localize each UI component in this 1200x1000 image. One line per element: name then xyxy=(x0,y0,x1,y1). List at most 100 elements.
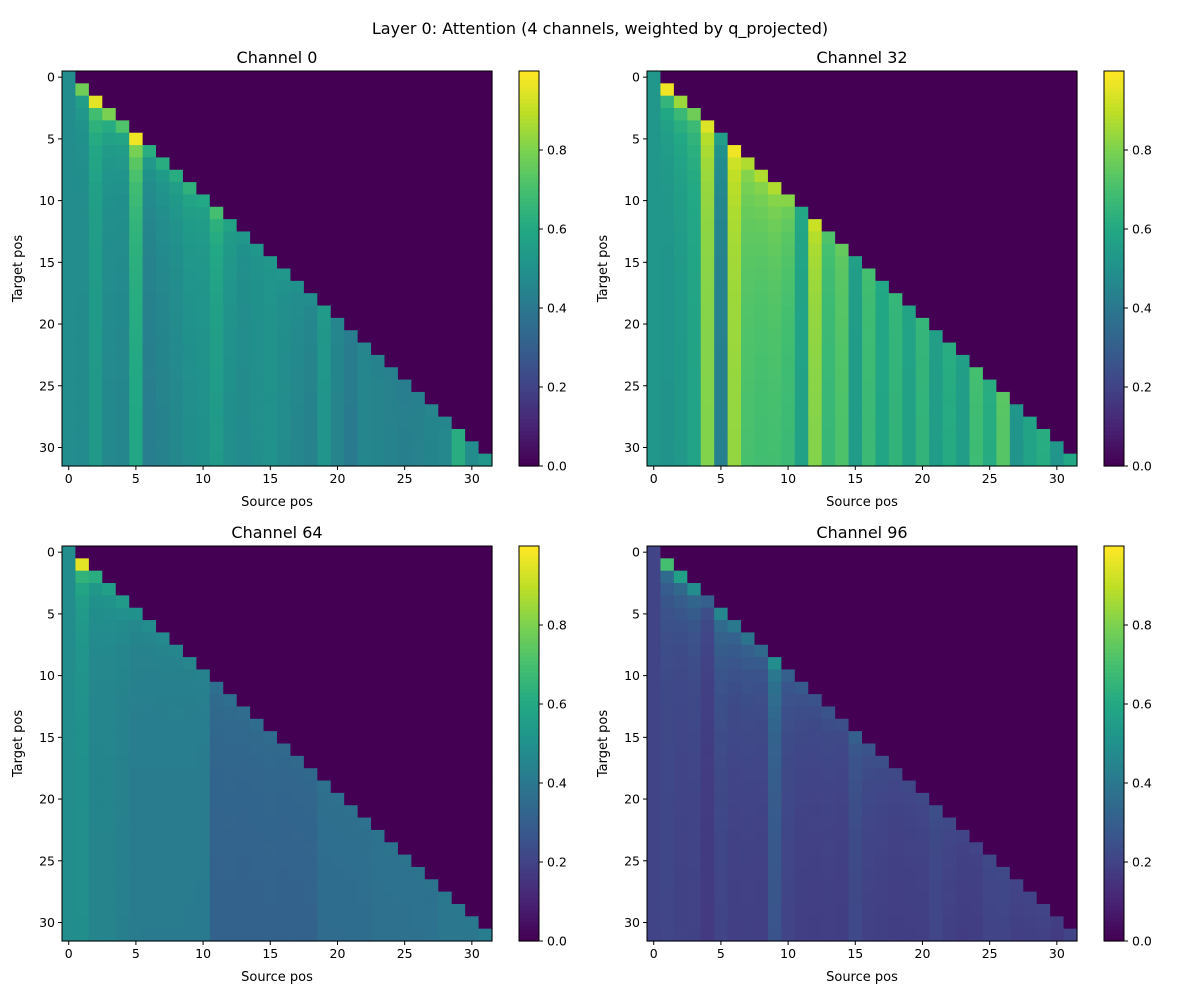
heatmap-cell xyxy=(929,805,944,819)
heatmap-cell xyxy=(223,391,238,405)
heatmap-cell xyxy=(182,780,197,794)
heatmap-cell xyxy=(767,768,782,782)
heatmap-cell xyxy=(250,206,265,220)
heatmap-cell xyxy=(862,903,877,917)
colorbar-segment xyxy=(519,363,539,368)
colorbar-segment xyxy=(519,573,539,579)
heatmap-cell xyxy=(942,305,957,319)
heatmap-cell xyxy=(236,330,251,344)
heatmap-cell xyxy=(250,404,265,418)
heatmap-cell xyxy=(236,805,251,819)
heatmap-cell xyxy=(835,891,850,905)
heatmap-cell xyxy=(75,595,90,609)
heatmap-cell xyxy=(182,842,197,856)
heatmap-cell xyxy=(754,219,769,233)
heatmap-cell xyxy=(196,132,211,146)
heatmap-cell xyxy=(465,842,480,856)
heatmap-cell xyxy=(754,243,769,257)
heatmap-cell xyxy=(330,669,345,683)
colorbar-segment xyxy=(519,288,539,293)
heatmap-cell xyxy=(424,558,439,572)
heatmap-cell xyxy=(223,570,238,584)
heatmap-cell xyxy=(290,157,305,171)
heatmap-cell xyxy=(929,854,944,868)
heatmap-cell xyxy=(411,558,426,572)
heatmap-cell xyxy=(115,120,130,134)
heatmap-cell xyxy=(754,928,769,942)
heatmap-cell xyxy=(411,243,426,257)
heatmap-cell xyxy=(1050,145,1065,158)
heatmap-cell xyxy=(687,546,702,559)
heatmap-cell xyxy=(956,280,971,294)
heatmap-cell xyxy=(223,854,238,868)
heatmap-cell xyxy=(344,182,359,196)
heatmap-cell xyxy=(303,694,318,708)
heatmap-cell xyxy=(250,607,265,621)
colorbar-segment xyxy=(519,106,539,112)
heatmap-cell xyxy=(465,342,480,356)
heatmap-cell xyxy=(647,632,662,646)
heatmap-cell xyxy=(767,755,782,769)
heatmap-cell xyxy=(741,268,756,282)
heatmap-cell xyxy=(357,570,372,584)
heatmap-cell xyxy=(209,620,224,633)
heatmap-cell xyxy=(142,293,157,307)
heatmap-cell xyxy=(129,706,144,720)
heatmap-cell xyxy=(956,583,971,596)
heatmap-cell xyxy=(344,317,359,331)
heatmap-cell xyxy=(660,620,675,633)
heatmap-cell xyxy=(942,718,957,732)
colorbar-segment xyxy=(519,331,539,337)
heatmap-cell xyxy=(888,792,903,806)
heatmap-cell xyxy=(209,792,224,806)
heatmap-cell xyxy=(687,120,702,134)
heatmap-cell xyxy=(236,780,251,794)
heatmap-cell xyxy=(700,879,715,893)
heatmap-cell xyxy=(714,731,729,745)
heatmap-cell xyxy=(62,280,77,294)
heatmap-cell xyxy=(357,842,372,856)
heatmap-cell xyxy=(848,866,863,880)
heatmap-cell xyxy=(888,243,903,257)
heatmap-cell xyxy=(142,718,157,732)
heatmap-cell xyxy=(102,620,117,633)
heatmap-cell xyxy=(1063,132,1078,146)
heatmap-cell xyxy=(982,731,997,745)
heatmap-cell xyxy=(929,71,944,84)
heatmap-cell xyxy=(465,182,480,196)
colorbar-segment xyxy=(519,854,539,859)
heatmap-cell xyxy=(687,404,702,418)
heatmap-cell xyxy=(996,268,1011,282)
heatmap-cell xyxy=(821,546,836,559)
heatmap-cell xyxy=(687,669,702,683)
heatmap-cell xyxy=(660,280,675,294)
x-tick-label: 15 xyxy=(262,471,278,486)
heatmap-cell xyxy=(942,780,957,794)
heatmap-cell xyxy=(942,108,957,121)
heatmap-cell xyxy=(263,842,278,856)
colorbar-segment xyxy=(1104,838,1124,843)
heatmap-cell xyxy=(465,367,480,381)
heatmap-cell xyxy=(438,71,453,84)
heatmap-cell xyxy=(344,219,359,233)
heatmap-cell xyxy=(102,280,117,294)
heatmap-cell xyxy=(384,404,399,418)
heatmap-cell xyxy=(794,206,809,220)
heatmap-cell xyxy=(1009,453,1024,467)
heatmap-cell xyxy=(714,570,729,584)
colorbar-segment xyxy=(1104,917,1124,922)
heatmap-cell xyxy=(1036,428,1051,442)
heatmap-cell xyxy=(673,731,688,745)
heatmap-cell xyxy=(862,441,877,455)
colorbar-segment xyxy=(519,885,539,891)
heatmap-cell xyxy=(236,416,251,430)
heatmap-cell xyxy=(156,83,171,97)
heatmap-cell xyxy=(700,95,715,109)
heatmap-cell xyxy=(1036,330,1051,344)
colorbar-segment xyxy=(1104,268,1124,274)
heatmap-cell xyxy=(465,805,480,819)
heatmap-cell xyxy=(142,219,157,233)
heatmap-cell xyxy=(1009,219,1024,233)
heatmap-cell xyxy=(754,145,769,158)
heatmap-cell xyxy=(290,879,305,893)
